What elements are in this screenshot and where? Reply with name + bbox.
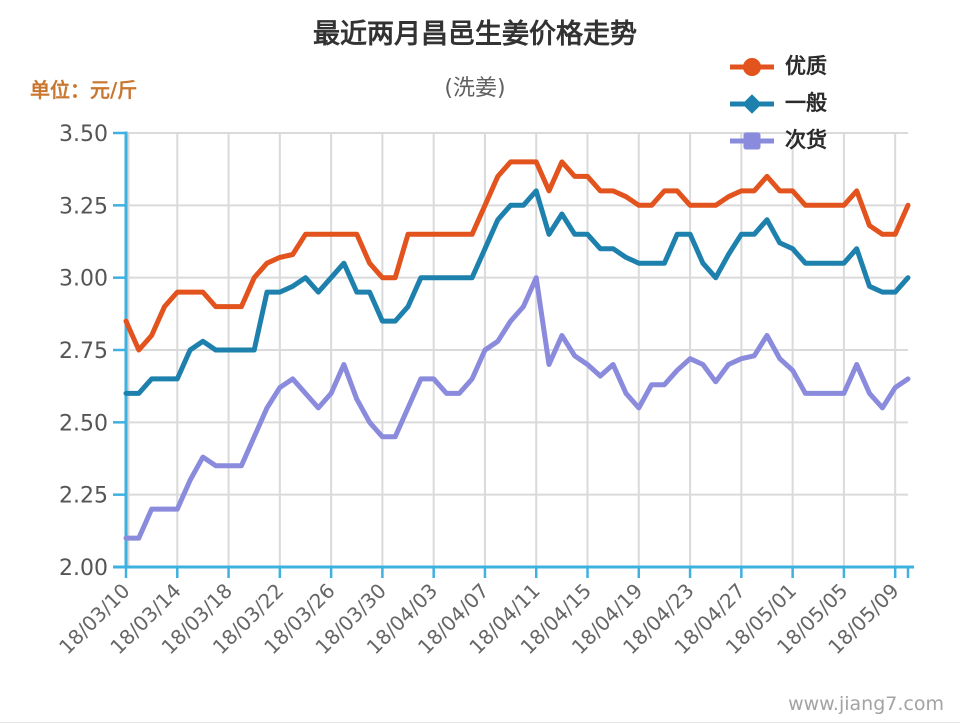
y-axis-label: 2.00 — [59, 556, 108, 581]
legend-label-inferior: 次货 — [785, 128, 827, 152]
y-axis-label: 3.25 — [59, 194, 108, 219]
legend-item-premium[interactable]: 优质 — [729, 48, 827, 85]
bottom-divider — [0, 722, 960, 723]
y-axis-label: 2.25 — [59, 484, 108, 509]
chart-subtitle: (洗姜) — [444, 76, 506, 101]
chart-title: 最近两月昌邑生姜价格走势 — [313, 19, 637, 50]
watermark: www.jiang7.com — [788, 693, 944, 715]
y-axis-label: 2.75 — [59, 339, 108, 364]
legend-item-inferior[interactable]: 次货 — [729, 122, 827, 159]
circle-line-marker-icon — [730, 57, 774, 76]
price-trend-chart: 3.503.253.002.752.502.252.0018/03/1018/0… — [54, 122, 914, 659]
legend-item-normal[interactable]: 一般 — [729, 85, 827, 122]
unit-label: 单位：元/斤 — [30, 78, 138, 102]
series-line-inferior[interactable] — [123, 275, 911, 541]
series-line-normal[interactable] — [123, 188, 911, 396]
y-axis-label: 2.50 — [59, 411, 108, 436]
y-axis-label: 3.50 — [59, 122, 108, 147]
legend-label-premium: 优质 — [785, 54, 827, 78]
series-line-premium[interactable] — [123, 159, 911, 353]
diamond-line-marker-icon — [730, 93, 774, 114]
y-axis-label: 3.00 — [59, 267, 108, 292]
square-line-marker-icon — [730, 132, 774, 149]
legend-label-normal: 一般 — [785, 91, 827, 115]
legend: 优质 一般 次货 — [729, 48, 827, 159]
